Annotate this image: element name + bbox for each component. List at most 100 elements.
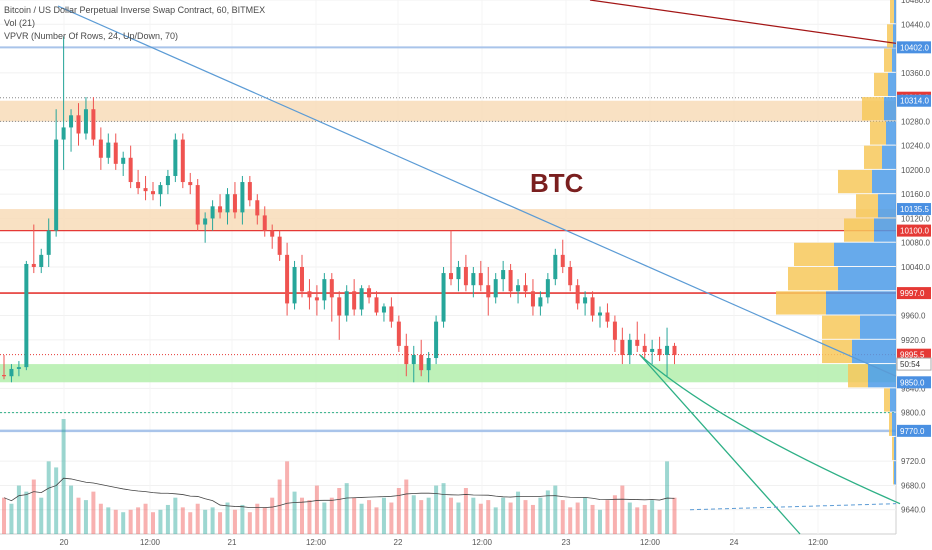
candle[interactable] (218, 206, 223, 213)
candle[interactable] (590, 297, 595, 316)
candle[interactable] (98, 139, 103, 158)
candle[interactable] (478, 273, 483, 286)
candle[interactable] (396, 321, 401, 346)
candle[interactable] (508, 270, 513, 292)
price-tag[interactable] (897, 424, 931, 437)
candle[interactable] (553, 254, 558, 280)
candle[interactable] (583, 297, 588, 304)
candle[interactable] (61, 127, 66, 140)
candle[interactable] (538, 297, 543, 307)
candle[interactable] (91, 109, 96, 140)
candle[interactable] (374, 297, 379, 313)
candle[interactable] (106, 142, 111, 158)
projection-line[interactable] (639, 354, 801, 535)
candle[interactable] (426, 358, 431, 371)
candle[interactable] (359, 288, 364, 310)
candle[interactable] (530, 291, 535, 307)
candle[interactable] (672, 345, 677, 355)
candle[interactable] (434, 321, 439, 359)
candle[interactable] (411, 354, 416, 365)
candle[interactable] (128, 157, 133, 183)
candle[interactable] (635, 339, 640, 346)
candle[interactable] (292, 267, 297, 304)
candle[interactable] (627, 339, 632, 355)
candle[interactable] (620, 339, 625, 355)
candle[interactable] (307, 291, 312, 298)
candle[interactable] (493, 279, 498, 298)
candle[interactable] (642, 345, 647, 352)
projection-dashed[interactable] (689, 503, 897, 511)
candle[interactable] (255, 200, 260, 216)
candle[interactable] (113, 142, 118, 164)
candle[interactable] (419, 354, 424, 371)
candle[interactable] (262, 215, 267, 231)
candle[interactable] (501, 270, 506, 280)
candle[interactable] (650, 348, 655, 352)
candle[interactable] (16, 367, 21, 369)
candle[interactable] (121, 157, 126, 164)
candle[interactable] (136, 182, 141, 189)
candle[interactable] (39, 254, 44, 267)
candle[interactable] (277, 236, 282, 255)
candle[interactable] (31, 263, 36, 267)
candle[interactable] (605, 312, 610, 322)
candle[interactable] (24, 263, 29, 368)
candle[interactable] (143, 188, 148, 192)
candle[interactable] (463, 267, 468, 286)
candle[interactable] (285, 254, 290, 304)
candle[interactable] (54, 139, 59, 231)
candle[interactable] (300, 267, 304, 292)
candle[interactable] (456, 267, 461, 280)
candle[interactable] (516, 285, 521, 292)
candle[interactable] (225, 194, 230, 213)
candle[interactable] (612, 321, 617, 340)
candle[interactable] (69, 115, 74, 128)
candle[interactable] (389, 306, 394, 322)
symbol-title[interactable]: Bitcoin / US Dollar Perpetual Inverse Sw… (4, 5, 266, 15)
candle[interactable] (568, 267, 573, 286)
trendline-upper[interactable] (589, 0, 897, 44)
candle[interactable] (180, 139, 185, 183)
candle[interactable] (665, 345, 670, 355)
candle[interactable] (337, 297, 342, 316)
candle[interactable] (367, 288, 372, 298)
price-tag[interactable] (897, 94, 931, 107)
candle[interactable] (560, 254, 565, 267)
candle[interactable] (9, 368, 14, 377)
candle[interactable] (404, 345, 409, 365)
candle[interactable] (76, 115, 81, 134)
price-tag[interactable] (896, 357, 932, 371)
candle[interactable] (545, 279, 550, 298)
price-tag[interactable] (897, 203, 931, 216)
candle[interactable] (188, 182, 193, 186)
price-tag[interactable] (897, 287, 931, 300)
candle[interactable] (471, 273, 476, 286)
candle[interactable] (232, 194, 237, 213)
candle[interactable] (523, 285, 528, 292)
candle[interactable] (203, 218, 208, 225)
price-tag[interactable] (897, 224, 931, 237)
candle[interactable] (195, 185, 200, 225)
candle[interactable] (173, 139, 178, 176)
candle[interactable] (46, 230, 51, 255)
candle[interactable] (449, 273, 453, 280)
price-tag[interactable] (897, 376, 931, 389)
candle[interactable] (322, 279, 327, 301)
candle[interactable] (657, 348, 662, 355)
candle[interactable] (329, 279, 334, 298)
price-tag[interactable] (897, 41, 931, 54)
candle[interactable] (158, 185, 163, 195)
candle[interactable] (314, 297, 319, 301)
candle[interactable] (381, 306, 386, 313)
candle[interactable] (247, 182, 252, 201)
projection-curve[interactable] (639, 354, 901, 505)
candle[interactable] (598, 312, 602, 316)
volume-indicator-label[interactable]: Vol (21) (4, 18, 36, 28)
candle[interactable] (352, 291, 357, 310)
candle[interactable] (441, 273, 446, 322)
candle[interactable] (344, 291, 349, 316)
trendline-descending[interactable] (57, 5, 897, 377)
price-axis[interactable] (896, 0, 932, 550)
